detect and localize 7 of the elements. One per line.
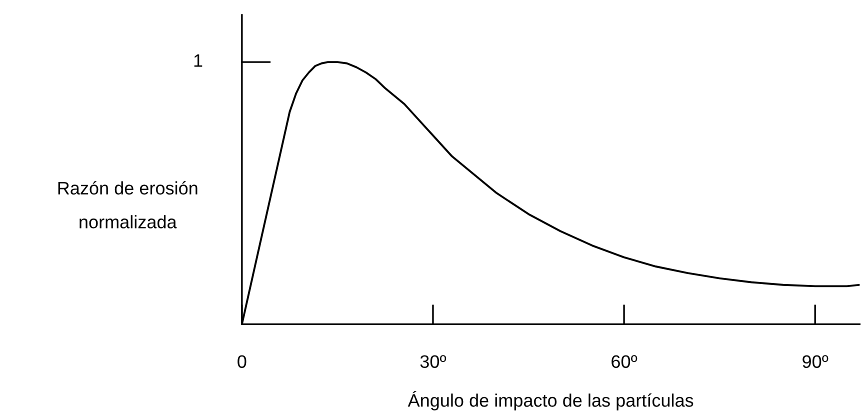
x-tick-label: 60º (612, 355, 638, 368)
x-tick-label: 90º (802, 355, 828, 368)
x-tick-label: 0 (238, 355, 246, 368)
y-axis-title: Razón de erosión normalizada (58, 181, 198, 228)
x-tick-label: 30º (420, 355, 446, 368)
text: 1 (194, 54, 202, 67)
x-axis-title: Ángulo de impacto de las partículas (408, 390, 694, 410)
